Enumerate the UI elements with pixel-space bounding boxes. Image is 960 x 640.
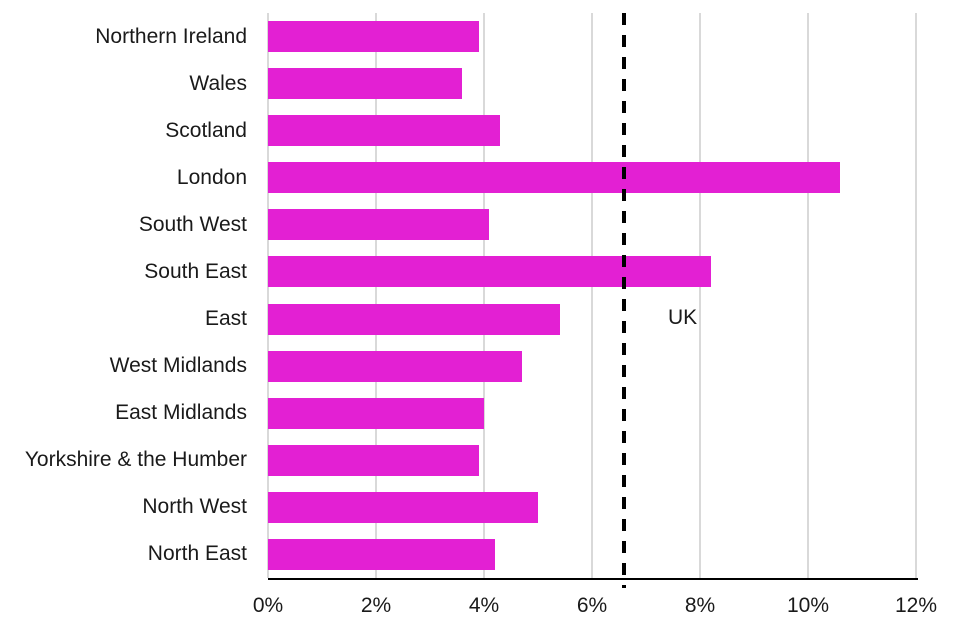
category-label: Yorkshire & the Humber [24, 448, 247, 472]
category-label: East Midlands [115, 401, 247, 425]
x-tick-label: 2% [360, 594, 392, 617]
x-tick-label: 12% [894, 594, 938, 617]
x-tick-label: 6% [576, 594, 608, 617]
category-label: Northern Ireland [95, 24, 247, 48]
category-label: North West [142, 495, 247, 519]
category-label: Wales [189, 71, 247, 95]
x-axis-tick-labels: 0% 2% 4% 6% 8% 10% 12% [253, 594, 937, 622]
uk-reference-dashed-line [622, 13, 627, 588]
category-label: Scotland [165, 118, 247, 142]
gridline [483, 13, 485, 578]
x-axis-line [268, 578, 918, 580]
category-label: South West [138, 212, 247, 236]
category-label: North East [147, 542, 247, 566]
bar-south-west [268, 209, 490, 241]
category-label: East [204, 307, 247, 330]
bar-east [268, 303, 560, 335]
bar-north-east [268, 538, 495, 570]
category-label: West Midlands [109, 354, 247, 378]
gridline [807, 13, 809, 578]
plot-area: UK [267, 13, 917, 588]
bar-north-west [268, 491, 538, 523]
gridline [267, 13, 269, 578]
bar-east-midlands [268, 397, 484, 429]
x-tick-label: 0% [252, 594, 284, 617]
bar-wales [268, 68, 463, 100]
category-axis-labels: Northern Ireland Wales Scotland London South… [0, 13, 247, 578]
bar-northern-ireland [268, 21, 479, 53]
bar-south-east [268, 256, 711, 288]
gridline [375, 13, 377, 578]
bar-west-midlands [268, 350, 522, 382]
gridline [699, 13, 701, 578]
x-tick-label: 8% [684, 594, 716, 617]
bar-london [268, 162, 841, 194]
gridline [915, 13, 917, 578]
category-label: London [176, 165, 247, 189]
gridline [591, 13, 593, 578]
bar-scotland [268, 115, 501, 147]
x-tick-label: 10% [786, 594, 830, 617]
bar-yorkshire-the-humber [268, 444, 479, 476]
category-label: South East [144, 259, 247, 283]
x-tick-label: 4% [468, 594, 500, 617]
uk-reference-label: UK [668, 306, 698, 329]
